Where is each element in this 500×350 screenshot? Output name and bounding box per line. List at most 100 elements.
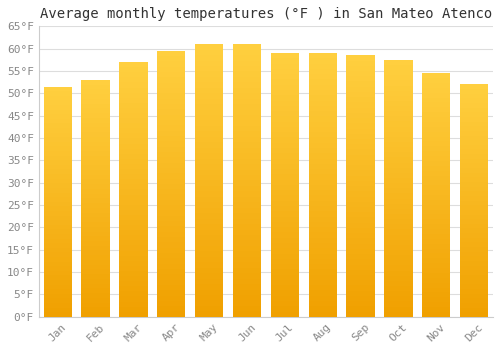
Bar	[308, 111, 337, 117]
Bar	[82, 127, 110, 132]
Bar	[82, 151, 110, 156]
Bar	[119, 205, 148, 210]
Bar	[270, 79, 299, 85]
Bar	[82, 303, 110, 307]
Bar	[195, 159, 224, 164]
Bar	[308, 296, 337, 301]
Bar	[422, 229, 450, 234]
Bar	[119, 312, 148, 317]
Bar	[82, 217, 110, 222]
Bar	[308, 201, 337, 206]
Bar	[157, 168, 186, 173]
Bar	[270, 85, 299, 90]
Bar	[346, 212, 375, 217]
Bar	[119, 139, 148, 143]
Bar	[308, 312, 337, 317]
Bar	[82, 284, 110, 288]
Bar	[384, 147, 412, 152]
Bar	[119, 276, 148, 281]
Bar	[346, 165, 375, 170]
Bar	[44, 188, 72, 193]
Bar	[308, 74, 337, 79]
Bar	[346, 265, 375, 270]
Bar	[195, 251, 224, 257]
Bar	[270, 227, 299, 232]
Bar	[157, 306, 186, 312]
Bar	[422, 205, 450, 210]
Bar	[195, 110, 224, 115]
Bar	[308, 90, 337, 95]
Bar	[270, 69, 299, 74]
Bar	[195, 153, 224, 159]
Bar	[44, 174, 72, 179]
Bar	[119, 215, 148, 220]
Bar	[157, 258, 186, 264]
Bar	[422, 136, 450, 141]
Bar	[308, 148, 337, 153]
Bar	[44, 220, 72, 225]
Bar	[157, 221, 186, 226]
Bar	[195, 82, 224, 88]
Bar	[44, 261, 72, 266]
Bar	[384, 70, 412, 75]
Bar	[157, 189, 186, 195]
Bar	[233, 137, 261, 142]
Bar	[119, 133, 148, 139]
Bar	[384, 312, 412, 317]
Bar	[346, 217, 375, 223]
Bar	[460, 308, 488, 312]
Bar	[44, 294, 72, 299]
Bar	[195, 88, 224, 93]
Bar	[384, 80, 412, 85]
Bar	[308, 259, 337, 264]
Bar	[233, 306, 261, 312]
Bar	[270, 58, 299, 64]
Bar	[346, 233, 375, 238]
Bar	[384, 219, 412, 224]
Bar	[346, 186, 375, 191]
Bar	[308, 264, 337, 270]
Bar	[195, 71, 224, 77]
Bar	[346, 181, 375, 186]
Bar	[346, 275, 375, 280]
Bar	[346, 61, 375, 66]
Bar	[233, 99, 261, 104]
Bar	[195, 213, 224, 219]
Bar	[346, 128, 375, 134]
Bar	[195, 312, 224, 317]
Bar	[384, 296, 412, 301]
Bar	[195, 126, 224, 131]
Bar	[195, 224, 224, 230]
Bar	[233, 120, 261, 126]
Bar	[44, 197, 72, 202]
Bar	[270, 217, 299, 222]
Bar	[384, 209, 412, 214]
Bar	[460, 187, 488, 191]
Bar	[119, 296, 148, 301]
Bar	[308, 227, 337, 232]
Bar	[195, 181, 224, 186]
Bar	[119, 266, 148, 271]
Bar	[82, 293, 110, 298]
Bar	[460, 284, 488, 289]
Bar	[270, 53, 299, 58]
Bar	[308, 85, 337, 90]
Bar	[460, 312, 488, 317]
Bar	[308, 159, 337, 164]
Bar	[157, 77, 186, 83]
Bar	[346, 103, 375, 108]
Bar	[44, 91, 72, 96]
Bar	[157, 72, 186, 77]
Bar	[422, 263, 450, 268]
Bar	[119, 128, 148, 133]
Bar	[233, 148, 261, 153]
Bar	[157, 136, 186, 141]
Bar	[460, 261, 488, 266]
Bar	[119, 199, 148, 205]
Bar	[384, 229, 412, 234]
Bar	[308, 53, 337, 58]
Bar	[422, 98, 450, 103]
Bar	[346, 197, 375, 202]
Bar	[346, 228, 375, 233]
Bar	[82, 170, 110, 175]
